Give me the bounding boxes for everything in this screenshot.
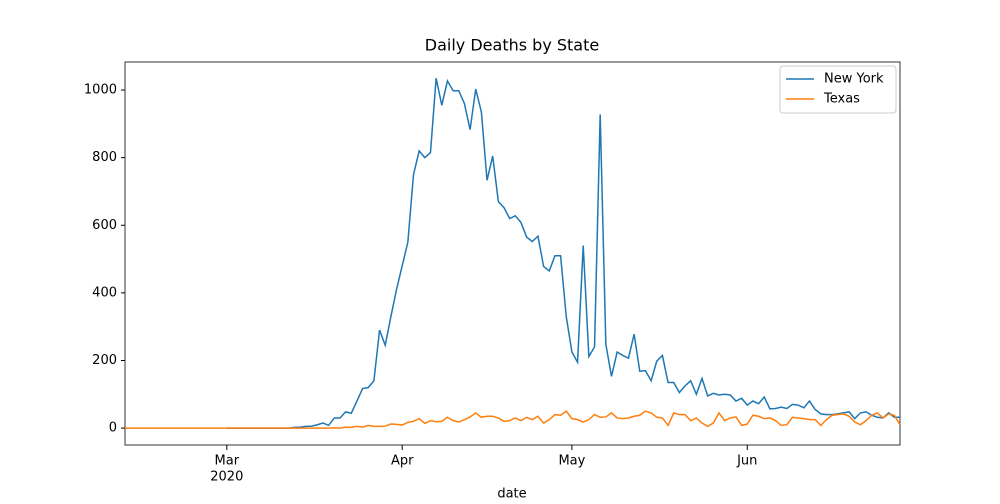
x-axis-label: date xyxy=(497,487,526,501)
y-tick-label: 1000 xyxy=(84,83,117,98)
series-line xyxy=(226,78,900,429)
plot-frame xyxy=(124,61,901,446)
y-tick-label: 0 xyxy=(109,421,117,436)
legend-label: Texas xyxy=(823,92,860,107)
x-tick-label: Apr xyxy=(391,454,414,469)
y-tick-label: 200 xyxy=(92,353,117,368)
series-line xyxy=(125,410,901,429)
x-tick-label: Mar xyxy=(215,454,240,469)
chart-title: Daily Deaths by State xyxy=(425,36,599,55)
y-tick-label: 400 xyxy=(92,285,117,300)
x-year-label: 2020 xyxy=(210,470,243,485)
x-tick-label: May xyxy=(558,454,585,469)
legend-label: New York xyxy=(824,72,884,87)
x-tick-label: Jun xyxy=(736,454,757,469)
y-tick-label: 600 xyxy=(92,218,117,233)
y-tick-label: 800 xyxy=(92,150,117,165)
legend-box xyxy=(779,65,897,114)
